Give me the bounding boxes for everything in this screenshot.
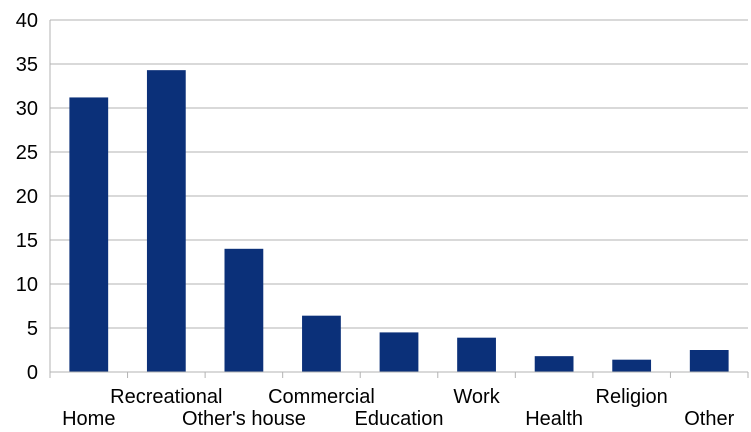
bar [379,332,419,372]
y-tick-label: 0 [27,362,38,384]
y-tick-label: 35 [16,54,38,76]
x-tick-label: Recreational [110,386,222,408]
bar [612,359,652,372]
y-tick-label: 30 [16,98,38,120]
bar [224,248,264,372]
y-tick-label: 40 [16,10,38,32]
y-tick-label: 15 [16,230,38,252]
x-tick-label: Home [62,408,115,430]
y-tick-label: 10 [16,274,38,296]
bar [69,97,109,372]
x-tick-label: Work [453,386,500,408]
bar [457,337,496,372]
bar [689,350,729,372]
bar [146,70,186,372]
x-tick-label: Other's house [182,408,306,430]
x-tick-label: Commercial [268,386,375,408]
bar [302,315,341,372]
bar [534,356,574,372]
x-tick-label: Other [684,408,734,430]
y-tick-label: 5 [27,318,38,340]
label-layer: 0 5 10 15 20 25 30 35 40 HomeRecreationalOther's … [16,10,735,430]
axis-layer [49,20,749,378]
y-tick-label: 25 [16,142,38,164]
y-tick-label: 20 [16,186,38,208]
bar-layer [69,70,729,372]
x-tick-label: Religion [596,386,668,408]
x-tick-label: Health [525,408,583,430]
x-tick-label: Education [355,408,444,430]
